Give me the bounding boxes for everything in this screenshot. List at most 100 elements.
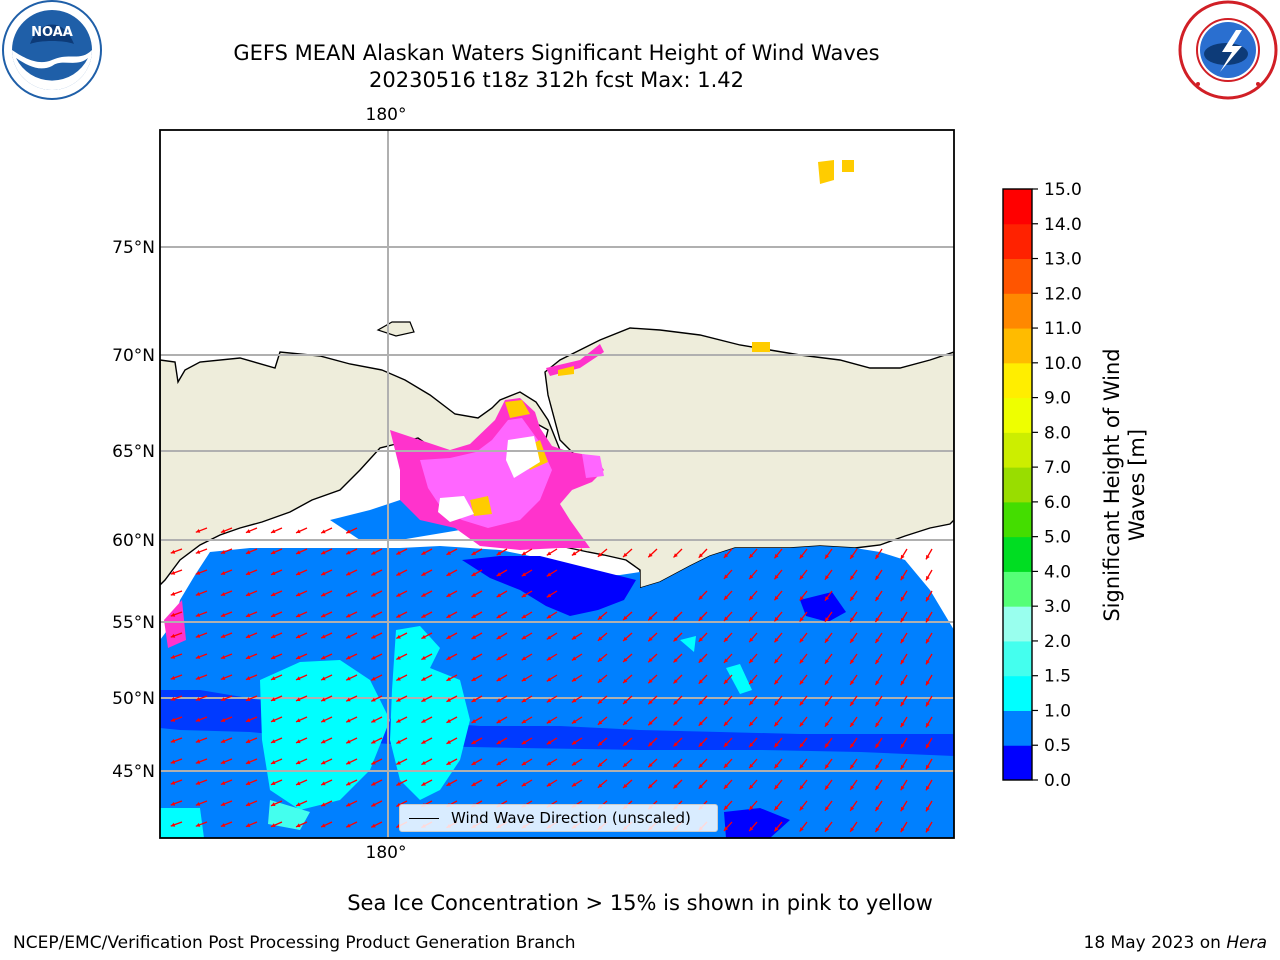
- wind-wave-arrowhead: [471, 740, 477, 744]
- colorbar-segment: [1003, 189, 1032, 225]
- wind-wave-arrowhead: [925, 596, 930, 602]
- wind-wave-arrowhead: [597, 699, 603, 704]
- wind-wave-arrowhead: [774, 616, 779, 622]
- wind-wave-arrowhead: [371, 676, 376, 681]
- wind-wave-arrowhead: [245, 676, 251, 680]
- wind-wave-arrowhead: [850, 764, 855, 769]
- colorbar-segment: [1003, 675, 1032, 711]
- wind-wave-arrowhead: [648, 679, 653, 684]
- wind-wave-arrowhead: [925, 617, 930, 623]
- wind-wave-arrowhead: [521, 782, 527, 787]
- wind-wave-arrowhead: [296, 634, 301, 639]
- colorbar-segment: [1003, 328, 1032, 364]
- lon-label-bottom: 180°: [366, 843, 407, 863]
- wind-wave-arrowhead: [875, 806, 880, 812]
- wind-wave-arrowhead: [421, 634, 426, 639]
- colorbar-label: Significant Height of Wind Waves [m]: [1100, 348, 1149, 622]
- wind-wave-arrowhead: [723, 700, 729, 705]
- wind-wave-arrowhead: [245, 718, 251, 722]
- wind-wave-arrowhead: [799, 596, 804, 601]
- wind-wave-arrowhead: [170, 675, 176, 680]
- wind-wave-arrowhead: [597, 657, 603, 662]
- wind-wave-arrowhead: [321, 760, 326, 765]
- wind-wave-arrowhead: [371, 823, 376, 828]
- wind-wave-arrowhead: [446, 635, 451, 639]
- wind-wave-arrowhead: [346, 676, 351, 681]
- legend-line-swatch: [409, 818, 439, 819]
- wind-wave-arrowhead: [723, 595, 729, 600]
- wind-wave-arrowhead: [850, 659, 855, 664]
- wind-wave-arrowhead: [471, 761, 477, 765]
- wind-wave-arrowhead: [799, 701, 804, 706]
- wind-wave-arrowhead: [648, 721, 653, 726]
- wind-wave-arrowhead: [270, 613, 276, 618]
- wind-wave-arrowhead: [546, 698, 552, 703]
- wind-wave-arrowhead: [623, 552, 628, 558]
- wind-wave-arrowhead: [321, 718, 326, 723]
- chart-subtitle: 20230516 t18z 312h fcst Max: 1.42: [369, 68, 744, 92]
- wind-wave-arrowhead: [371, 781, 376, 786]
- wind-wave-arrowhead: [195, 801, 201, 806]
- sea-ice-note: Sea Ice Concentration > 15% is shown in …: [347, 891, 933, 915]
- wind-wave-arrowhead: [371, 634, 376, 639]
- wind-wave-arrowhead: [850, 680, 855, 685]
- wind-wave-arrowhead: [270, 697, 276, 702]
- lat-label: 45°N: [112, 762, 155, 782]
- wind-wave-arrowhead: [698, 763, 703, 768]
- wind-wave-arrowhead: [571, 782, 577, 787]
- wind-wave-arrowhead: [296, 781, 301, 786]
- wind-wave-arrowhead: [698, 637, 703, 642]
- wind-wave-arrowhead: [346, 655, 351, 660]
- wind-wave-arrowhead: [371, 739, 376, 744]
- wind-wave-arrowhead: [925, 827, 930, 833]
- wind-wave-arrowhead: [220, 697, 226, 701]
- wind-wave-arrowhead: [648, 763, 653, 768]
- legend-label: Wind Wave Direction (unscaled): [451, 809, 691, 827]
- wind-wave-arrowhead: [648, 553, 653, 558]
- wind-wave-arrowhead: [270, 592, 276, 597]
- wind-wave-arrowhead: [597, 636, 603, 641]
- run-date-text: 18 May 2023 on: [1083, 933, 1227, 953]
- wind-wave-arrowhead: [421, 781, 426, 786]
- wind-wave-arrowhead: [346, 823, 351, 828]
- wind-wave-arrowhead: [446, 572, 451, 576]
- wind-wave-arrowhead: [296, 655, 301, 660]
- wind-wave-arrowhead: [824, 554, 829, 559]
- wind-wave-arrowhead: [220, 550, 226, 554]
- wind-wave-arrowhead: [799, 743, 804, 748]
- colorbar-segment: [1003, 501, 1032, 538]
- wind-wave-arrowhead: [850, 701, 855, 706]
- wind-wave-arrowhead: [496, 782, 502, 787]
- colorbar-tick-label: 2.0: [1044, 632, 1071, 652]
- wind-wave-arrowhead: [850, 638, 855, 643]
- wind-wave-arrowhead: [875, 659, 880, 665]
- wind-wave-arrowhead: [698, 784, 703, 789]
- lat-label: 70°N: [112, 346, 155, 366]
- wind-wave-arrowhead: [270, 781, 276, 786]
- wind-wave-arrowhead: [749, 721, 754, 727]
- wind-wave-arrowhead: [471, 656, 477, 660]
- colorbar-frame: [1002, 188, 1033, 781]
- wind-wave-arrowhead: [875, 764, 880, 770]
- wind-wave-arrowhead: [195, 549, 201, 554]
- wind-wave-arrowhead: [900, 680, 905, 686]
- wind-wave-arrowhead: [824, 596, 829, 601]
- colorbar-tick-label: 6.0: [1044, 493, 1071, 513]
- wind-wave-arrowhead: [648, 700, 653, 705]
- wind-wave-arrowhead: [900, 827, 905, 833]
- wind-wave-arrowhead: [749, 742, 754, 748]
- wind-wave-arrowhead: [496, 614, 502, 619]
- wind-wave-arrowhead: [471, 593, 477, 597]
- wind-wave-arrowhead: [900, 722, 905, 728]
- wind-wave-arrowhead: [245, 655, 251, 659]
- colorbar-tick-label: 0.5: [1044, 736, 1071, 756]
- wind-wave-arrowhead: [698, 658, 703, 663]
- wind-wave-arrowhead: [421, 676, 426, 681]
- wind-wave-arrowhead: [673, 742, 678, 747]
- wind-wave-arrowhead: [900, 554, 905, 560]
- wind-wave-arrowhead: [673, 763, 678, 768]
- wind-wave-arrowhead: [296, 697, 301, 702]
- wind-wave-arrowhead: [774, 763, 779, 769]
- wind-wave-arrowhead: [396, 655, 401, 660]
- wind-wave-arrowhead: [875, 785, 880, 791]
